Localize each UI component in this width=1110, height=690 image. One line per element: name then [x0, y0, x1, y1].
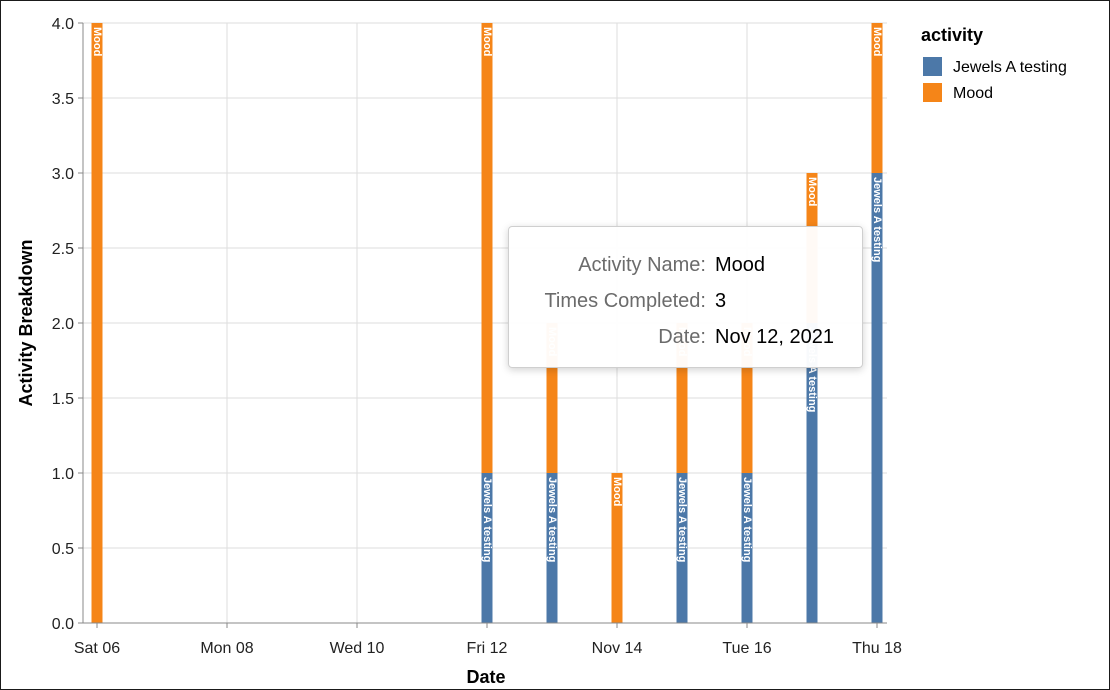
bar-label: Mood — [481, 27, 493, 56]
tooltip-row-date: Date: Nov 12, 2021 — [509, 319, 834, 355]
tooltip-value: 3 — [715, 290, 727, 312]
y-tick-label: 1.5 — [52, 391, 74, 408]
y-tick-label: 1.0 — [52, 466, 74, 483]
bar-segment[interactable] — [611, 473, 623, 623]
bar-segment[interactable] — [546, 473, 558, 623]
x-tick-label: Mon 08 — [200, 640, 253, 657]
bar-segment[interactable] — [546, 323, 558, 473]
bar-label: Mood — [871, 27, 883, 56]
bar-label: Mood — [91, 27, 103, 56]
y-axis-title: Activity Breakdown — [16, 239, 36, 406]
tooltip-row-times-completed: Times Completed: 3 — [509, 283, 834, 319]
y-tick-label: 2.0 — [52, 316, 74, 333]
bar-segment[interactable] — [741, 323, 753, 473]
x-tick-label: Tue 16 — [722, 640, 771, 657]
legend-label: Mood — [953, 85, 993, 102]
bar-segment[interactable] — [481, 23, 493, 473]
y-tick-label: 3.0 — [52, 166, 74, 183]
x-tick-label: Fri 12 — [467, 640, 508, 657]
bar-label: Jewels A testing — [741, 477, 753, 562]
bar-label: Mood — [806, 177, 818, 206]
bar-segment[interactable] — [91, 23, 103, 623]
tooltip-table: Activity Name: Mood Times Completed: 3 D… — [509, 247, 834, 355]
tooltip-key: Times Completed: — [544, 290, 706, 312]
bar-label: Jewels A testing — [481, 477, 493, 562]
x-tick-label: Nov 14 — [592, 640, 643, 657]
y-tick-label: 0.0 — [52, 616, 74, 633]
bar-segment[interactable] — [806, 323, 818, 623]
tooltip-row-activity-name: Activity Name: Mood — [509, 247, 834, 283]
x-tick-label: Wed 10 — [330, 640, 385, 657]
legend-swatch — [923, 83, 942, 102]
y-tick-label: 0.5 — [52, 541, 74, 558]
x-axis-title: Date — [466, 667, 505, 687]
tooltip-value: Mood — [715, 254, 766, 276]
legend: activity Jewels A testing Mood — [921, 25, 1067, 102]
bar-segment[interactable] — [676, 323, 688, 473]
bar-segment[interactable] — [741, 473, 753, 623]
x-tick-label: Thu 18 — [852, 640, 902, 657]
bars: Mood Jewels A testing Mood Jewels A testing… — [91, 23, 883, 623]
bar-segment[interactable] — [871, 23, 883, 173]
y-tick-label: 4.0 — [52, 16, 74, 33]
bar-segment[interactable] — [481, 473, 493, 623]
x-tick-label: Sat 06 — [74, 640, 120, 657]
bar-label: Jewels A testing — [546, 477, 558, 562]
bar-segment[interactable] — [871, 173, 883, 623]
bar-label: Jewels A testing — [676, 477, 688, 562]
tooltip-key: Date: — [658, 326, 706, 348]
legend-label: Jewels A testing — [953, 59, 1067, 76]
bar-segment[interactable] — [676, 473, 688, 623]
y-tick-label: 3.5 — [52, 91, 74, 108]
axes: 0.0 0.5 1.0 1.5 2.0 2.5 3.0 3.5 4.0 Sat 06 Mon 08 W… — [52, 16, 902, 657]
tooltip: Activity Name: Mood Times Completed: 3 D… — [508, 226, 863, 368]
bar-label: Mood — [611, 477, 623, 506]
bar-label: Jewels A testing — [871, 177, 883, 262]
tooltip-key: Activity Name: — [578, 254, 706, 276]
tooltip-value: Nov 12, 2021 — [715, 326, 834, 348]
legend-title: activity — [921, 25, 983, 45]
y-tick-label: 2.5 — [52, 241, 74, 258]
legend-swatch — [923, 57, 942, 76]
